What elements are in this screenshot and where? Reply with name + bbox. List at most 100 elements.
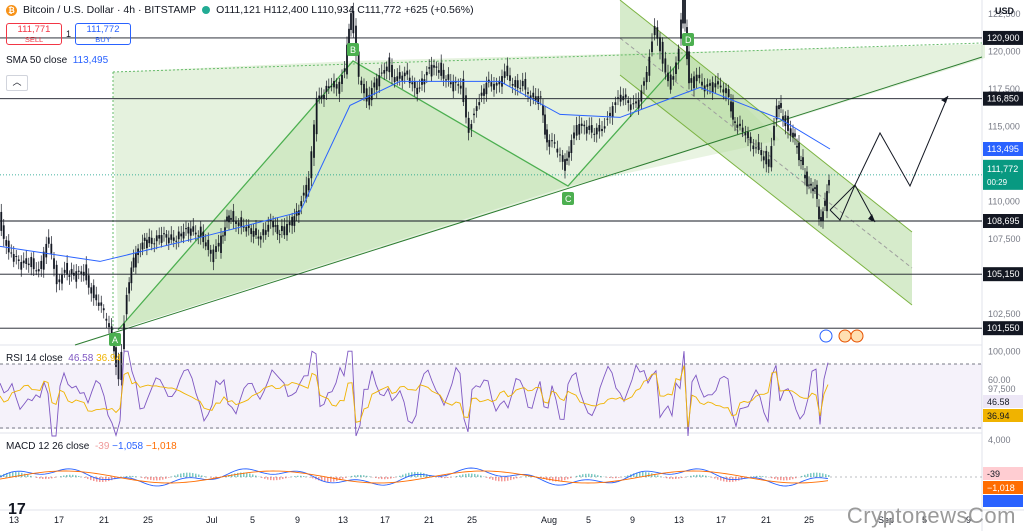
candle-body — [701, 81, 703, 86]
macd-histogram-bar — [189, 472, 191, 477]
buy-button[interactable]: 111,772 BUY — [75, 23, 132, 45]
macd-histogram-bar — [156, 477, 158, 481]
projection-up-line — [829, 95, 949, 211]
candle-body — [401, 75, 404, 81]
symbol-title[interactable]: Bitcoin / U.S. Dollar · 4h · BITSTAMP — [23, 4, 197, 16]
candle-body — [313, 124, 315, 158]
candle-body — [564, 159, 566, 171]
candle-body — [61, 274, 63, 284]
macd-histogram-bar — [450, 477, 452, 478]
candle-body — [134, 252, 137, 268]
time-axis-tick: Jul — [206, 515, 218, 525]
time-axis-tick: 25 — [143, 515, 153, 525]
candle-body — [352, 10, 355, 34]
candle-body — [773, 125, 775, 141]
candle-body — [199, 226, 202, 237]
candle-body — [350, 13, 352, 30]
candle-body — [288, 221, 291, 226]
candle-body — [727, 89, 730, 97]
macd-hist-value: -39 — [94, 441, 110, 452]
macd-histogram-bar — [558, 477, 560, 482]
macd-histogram-bar — [360, 474, 362, 477]
macd-histogram-bar — [381, 477, 383, 480]
collapse-legend-button[interactable]: ︿ — [6, 75, 28, 91]
spread-value: 1 — [66, 29, 72, 39]
candle-body — [578, 123, 581, 135]
rsi-ma-tag — [983, 409, 1023, 422]
candle-body — [252, 230, 255, 237]
candle-body — [454, 81, 457, 83]
candle-body — [590, 125, 593, 133]
macd-histogram-bar — [825, 474, 827, 477]
candle-body — [798, 142, 800, 161]
candle-body — [804, 174, 806, 179]
time-axis-tick: 17 — [716, 515, 726, 525]
candle-body — [318, 95, 321, 99]
candle-body — [295, 211, 298, 216]
macd-histogram-bar — [549, 477, 551, 481]
price-axis-tick: 100,000 — [988, 346, 1021, 356]
macd-histogram-bar — [582, 474, 584, 477]
candle-body — [470, 124, 473, 129]
candle-body — [110, 326, 113, 336]
macd-histogram-bar — [726, 477, 728, 482]
candle-body — [757, 142, 760, 151]
macd-histogram-bar — [129, 475, 131, 477]
macd-histogram-bar — [183, 472, 185, 477]
macd-histogram-bar — [141, 477, 143, 478]
candle-body — [269, 219, 272, 222]
macd-histogram-bar — [705, 475, 707, 477]
candle-body — [428, 67, 431, 69]
level-label-box — [983, 321, 1023, 336]
candle-body — [711, 82, 714, 93]
macd-histogram-bar — [54, 477, 56, 478]
macd-histogram-bar — [822, 473, 824, 477]
macd-histogram-bar — [39, 477, 41, 479]
macd-histogram-bar — [756, 475, 758, 477]
candle-body — [755, 147, 757, 149]
candle-body — [828, 179, 830, 186]
candle-body — [778, 105, 780, 110]
sma-legend[interactable]: SMA 50 close 113,495 — [6, 55, 108, 66]
macd-histogram-bar — [213, 477, 215, 478]
candle-body — [465, 95, 467, 118]
pattern-marker — [562, 192, 574, 205]
macd-histogram-bar — [174, 475, 176, 477]
macd-value-tag — [983, 495, 1023, 507]
candle-body — [622, 96, 625, 101]
macd-histogram-bar — [807, 473, 809, 477]
macd-histogram-bar — [387, 477, 389, 480]
rsi-legend[interactable]: RSI 14 close 46.58 36.94 — [6, 353, 121, 364]
candle-body — [53, 258, 55, 269]
candle-body — [734, 121, 736, 123]
candle-body — [75, 271, 78, 282]
candle-body — [264, 230, 267, 235]
macd-histogram-bar — [708, 476, 710, 477]
macd-histogram-bar — [201, 475, 203, 477]
candle-body — [291, 216, 294, 226]
macd-histogram-bar — [186, 472, 188, 477]
macd-histogram-bar — [753, 476, 755, 477]
macd-histogram-bar — [297, 475, 299, 477]
candle-body — [749, 136, 752, 144]
currency-label[interactable]: USD — [994, 6, 1014, 16]
price-axis-tick: 97,500 — [988, 384, 1016, 394]
tradingview-logo[interactable]: 17 — [8, 501, 26, 518]
macd-histogram-bar — [741, 477, 743, 480]
candle-body — [812, 188, 814, 192]
candle-body — [272, 220, 274, 228]
candle-body — [242, 226, 245, 228]
candle-body — [483, 88, 485, 96]
macd-histogram-bar — [153, 477, 155, 481]
macd-legend[interactable]: MACD 12 26 close -39 −1,058 −1,018 — [6, 441, 177, 452]
sell-button[interactable]: 111,771 SELL — [6, 23, 62, 45]
macd-histogram-bar — [69, 474, 71, 477]
candle-body — [240, 217, 243, 228]
macd-histogram-bar — [111, 477, 113, 481]
candle-body — [113, 343, 115, 352]
macd-histogram-bar — [366, 475, 368, 477]
sma-label: SMA 50 close — [6, 55, 68, 66]
macd-histogram-bar — [552, 477, 554, 482]
candle-body — [274, 225, 277, 227]
